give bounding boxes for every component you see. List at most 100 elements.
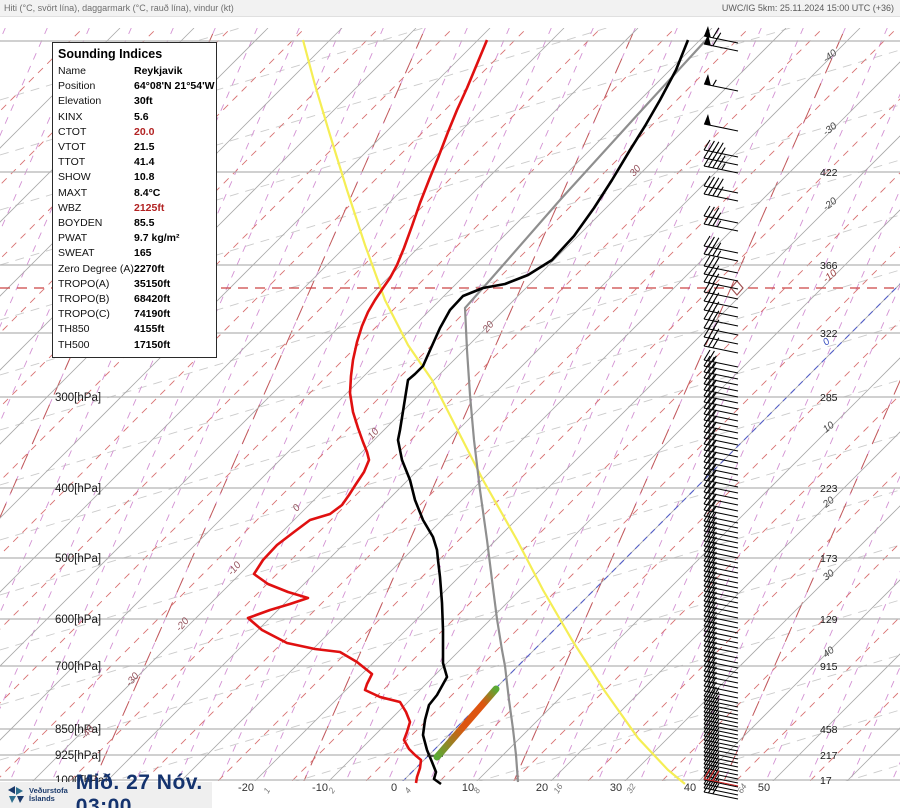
index-row: Zero Degree (A) 2270ft [53,262,216,277]
wind-barb [703,403,739,422]
index-value: 20.0 [134,125,155,138]
pressure-axis-label: 850[hPa] [55,724,101,736]
index-row: SWEAT 165 [53,246,216,261]
height-axis-label: 285 [820,392,838,404]
logo-text-line1: Veðurstofa [29,786,68,795]
bottom-temp-label: -10 [312,782,328,794]
tropopause-diamond-marker [730,280,744,296]
wind-barb [703,243,739,262]
index-row: TROPO(A) 35150ft [53,277,216,292]
wind-barb [703,355,739,374]
mixing-ratio-label: 8 [471,786,482,796]
index-label: BOYDEN [58,217,103,230]
bottom-temp-label: 50 [758,782,770,794]
wind-barb [703,697,739,716]
index-value: 2125ft [134,201,165,214]
height-axis-label: 915 [820,661,838,673]
footer-bar: Veðurstofa Íslands Mið. 27 Nóv. 03:00 [0,771,212,808]
wind-barb [703,463,739,482]
temperature-line [396,39,690,786]
right-temp-label: 0 [821,336,833,348]
index-label: TH850 [58,323,90,336]
bottom-temp-label: 0 [391,782,397,794]
bottom-temp-label: 40 [684,782,696,794]
index-value: 2270ft [134,262,165,275]
pressure-axis-label: 300[hPa] [55,392,101,404]
wind-barb [703,290,739,309]
header-legend-text: Hiti (°C, svört lína), daggarmark (°C, r… [4,3,234,13]
logo-text-line2: Íslands [29,794,55,803]
index-value: 35150ft [134,277,171,290]
index-label: Zero Degree (A) [58,262,134,275]
index-label: WBZ [58,201,82,214]
wind-barb [703,361,739,380]
wind-barb-column [703,26,739,800]
wind-barb [703,349,739,368]
height-axis-label: 422 [820,167,838,179]
right-temp-label: 10 [821,420,837,436]
index-value: 10.8 [134,171,155,184]
index-row: Elevation 30ft [53,94,216,109]
right-temp-label: -20 [821,196,840,214]
index-value: 8.4°C [134,186,161,199]
vedurstofa-logo-icon [5,784,27,806]
wind-barb [703,379,739,398]
indices-title: Sounding Indices [58,47,163,61]
index-label: PWAT [58,232,88,245]
index-value: 74190ft [134,308,171,321]
index-value: 68420ft [134,293,171,306]
index-row: VTOT 21.5 [53,140,216,155]
index-label: TROPO(C) [58,308,110,321]
wind-barb [703,768,739,787]
isotherm-label: 0 [291,502,303,514]
height-axis-label: 322 [820,328,838,340]
index-value: 41.4 [134,156,155,169]
wind-barb [703,781,739,800]
pressure-axis-label: 500[hPa] [55,553,101,565]
wind-barb [703,457,739,476]
right-temp-label: 30 [821,568,837,584]
wind-barb [703,445,739,464]
index-row: PWAT 9.7 kg/m² [53,231,216,246]
index-label: MAXT [58,186,88,199]
dewpoint-line [246,39,489,784]
index-label: TTOT [58,156,86,169]
wind-barb [703,475,739,494]
index-label: TROPO(A) [58,277,110,290]
height-axis-label: 129 [820,614,838,626]
right-temp-label: -40 [821,48,840,66]
index-row: Name Reykjavik [53,64,216,79]
wind-barb [703,263,739,282]
index-row: MAXT 8.4°C [53,186,216,201]
index-row: KINX 5.6 [53,110,216,125]
wind-barb [703,373,739,392]
index-label: SHOW [58,171,91,184]
shear-gradient-marker [433,685,500,761]
wind-barb [703,385,739,404]
wind-barb [703,481,739,500]
wind-barb [703,433,739,452]
wind-barb [703,535,739,554]
index-value: 9.7 kg/m² [134,232,180,245]
wind-barb [703,74,739,92]
header-model-run-text: UWC/IG 5km: 25.11.2024 15:00 UTC (+36) [721,3,894,13]
index-label: TROPO(B) [58,293,110,306]
wind-barb [703,397,739,416]
index-value: 17150ft [134,338,171,351]
wind-barb [703,520,739,539]
wind-barb [703,487,739,506]
wind-barb [703,421,739,440]
index-row: TTOT 41.4 [53,155,216,170]
isotherm-label: 30 [628,163,644,179]
mixing-ratio-label: 64 [735,782,749,796]
index-row: WBZ 2125ft [53,201,216,216]
index-value: Reykjavik [134,65,183,77]
wind-barb [703,469,739,488]
header-bar: Hiti (°C, svört lína), daggarmark (°C, r… [0,0,900,17]
wind-barb [703,326,739,345]
index-value: 165 [134,247,152,260]
isotherm-label: -20 [174,615,192,633]
index-label: TH500 [58,338,90,351]
